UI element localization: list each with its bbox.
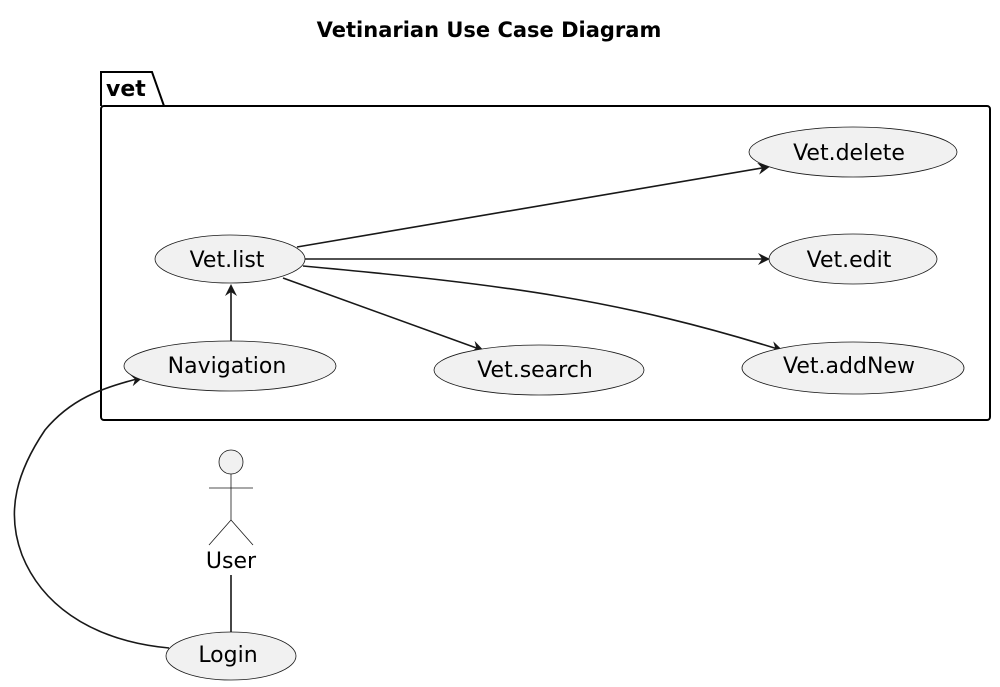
edge-login-to-navigation [13, 374, 170, 649]
use-case-navigation-label: Navigation [168, 354, 287, 379]
diagram-title: Vetinarian Use Case Diagram [317, 18, 662, 42]
use-case-vet-search-label: Vet.search [477, 358, 593, 383]
actor-left-leg [208, 519, 232, 546]
actor-head [218, 449, 244, 475]
package-tab [100, 71, 165, 107]
edge-list-to-search [282, 277, 484, 353]
use-case-vet-delete-label: Vet.delete [793, 141, 905, 166]
use-case-vet-edit-label: Vet.edit [807, 248, 892, 273]
package-vet: vet [100, 71, 991, 421]
use-case-vet-edit: Vet.edit [768, 233, 938, 285]
edge-list-to-delete [296, 162, 770, 248]
package-body [100, 105, 991, 421]
edges [13, 162, 783, 649]
package-label: vet [106, 77, 146, 102]
use-case-vet-list-label: Vet.list [190, 248, 265, 273]
use-case-vet-addnew: Vet.addNew [741, 341, 965, 395]
actor-user-label: User [206, 549, 257, 574]
use-case-vet-delete: Vet.delete [748, 126, 958, 178]
use-case-vet-addnew-label: Vet.addNew [783, 354, 915, 379]
use-case-login: Login [165, 631, 297, 681]
use-case-vet-search: Vet.search [433, 344, 645, 396]
actor-right-leg [230, 519, 254, 546]
edge-list-to-addnew [302, 265, 783, 353]
actor-user: User [206, 449, 257, 574]
use-case-vet-list: Vet.list [154, 234, 306, 284]
use-case-login-label: Login [198, 643, 257, 668]
use-case-navigation: Navigation [123, 340, 337, 392]
